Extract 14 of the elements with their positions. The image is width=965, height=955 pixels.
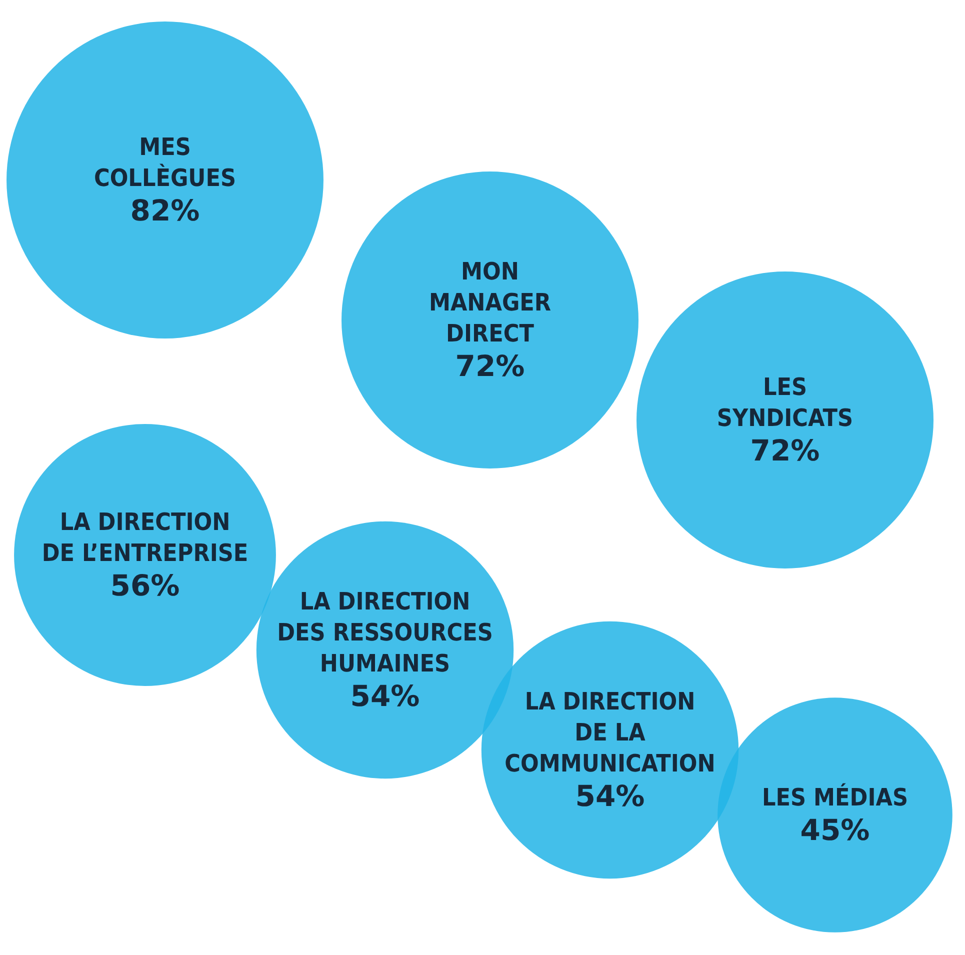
category-label: LES SYNDICATS <box>716 373 854 432</box>
data-label: 54% <box>575 779 645 814</box>
data-label: 45% <box>800 813 870 848</box>
category-label: LA DIRECTION DES RESSOURCES HUMAINES <box>277 588 493 678</box>
data-label: 54% <box>350 679 420 714</box>
category-label: MON MANAGER DIRECT <box>428 258 552 348</box>
data-label: 72% <box>750 434 820 468</box>
category-label: LA DIRECTION DE L’ENTREPRISE <box>42 508 248 568</box>
category-label: MES COLLÈGUES <box>94 133 236 192</box>
category-label: LES MÉDIAS <box>762 782 908 812</box>
data-label: 82% <box>130 194 200 228</box>
data-label: 72% <box>455 349 525 384</box>
category-label: LA DIRECTION DE LA COMMUNICATION <box>504 688 716 778</box>
data-label: 56% <box>110 568 180 603</box>
